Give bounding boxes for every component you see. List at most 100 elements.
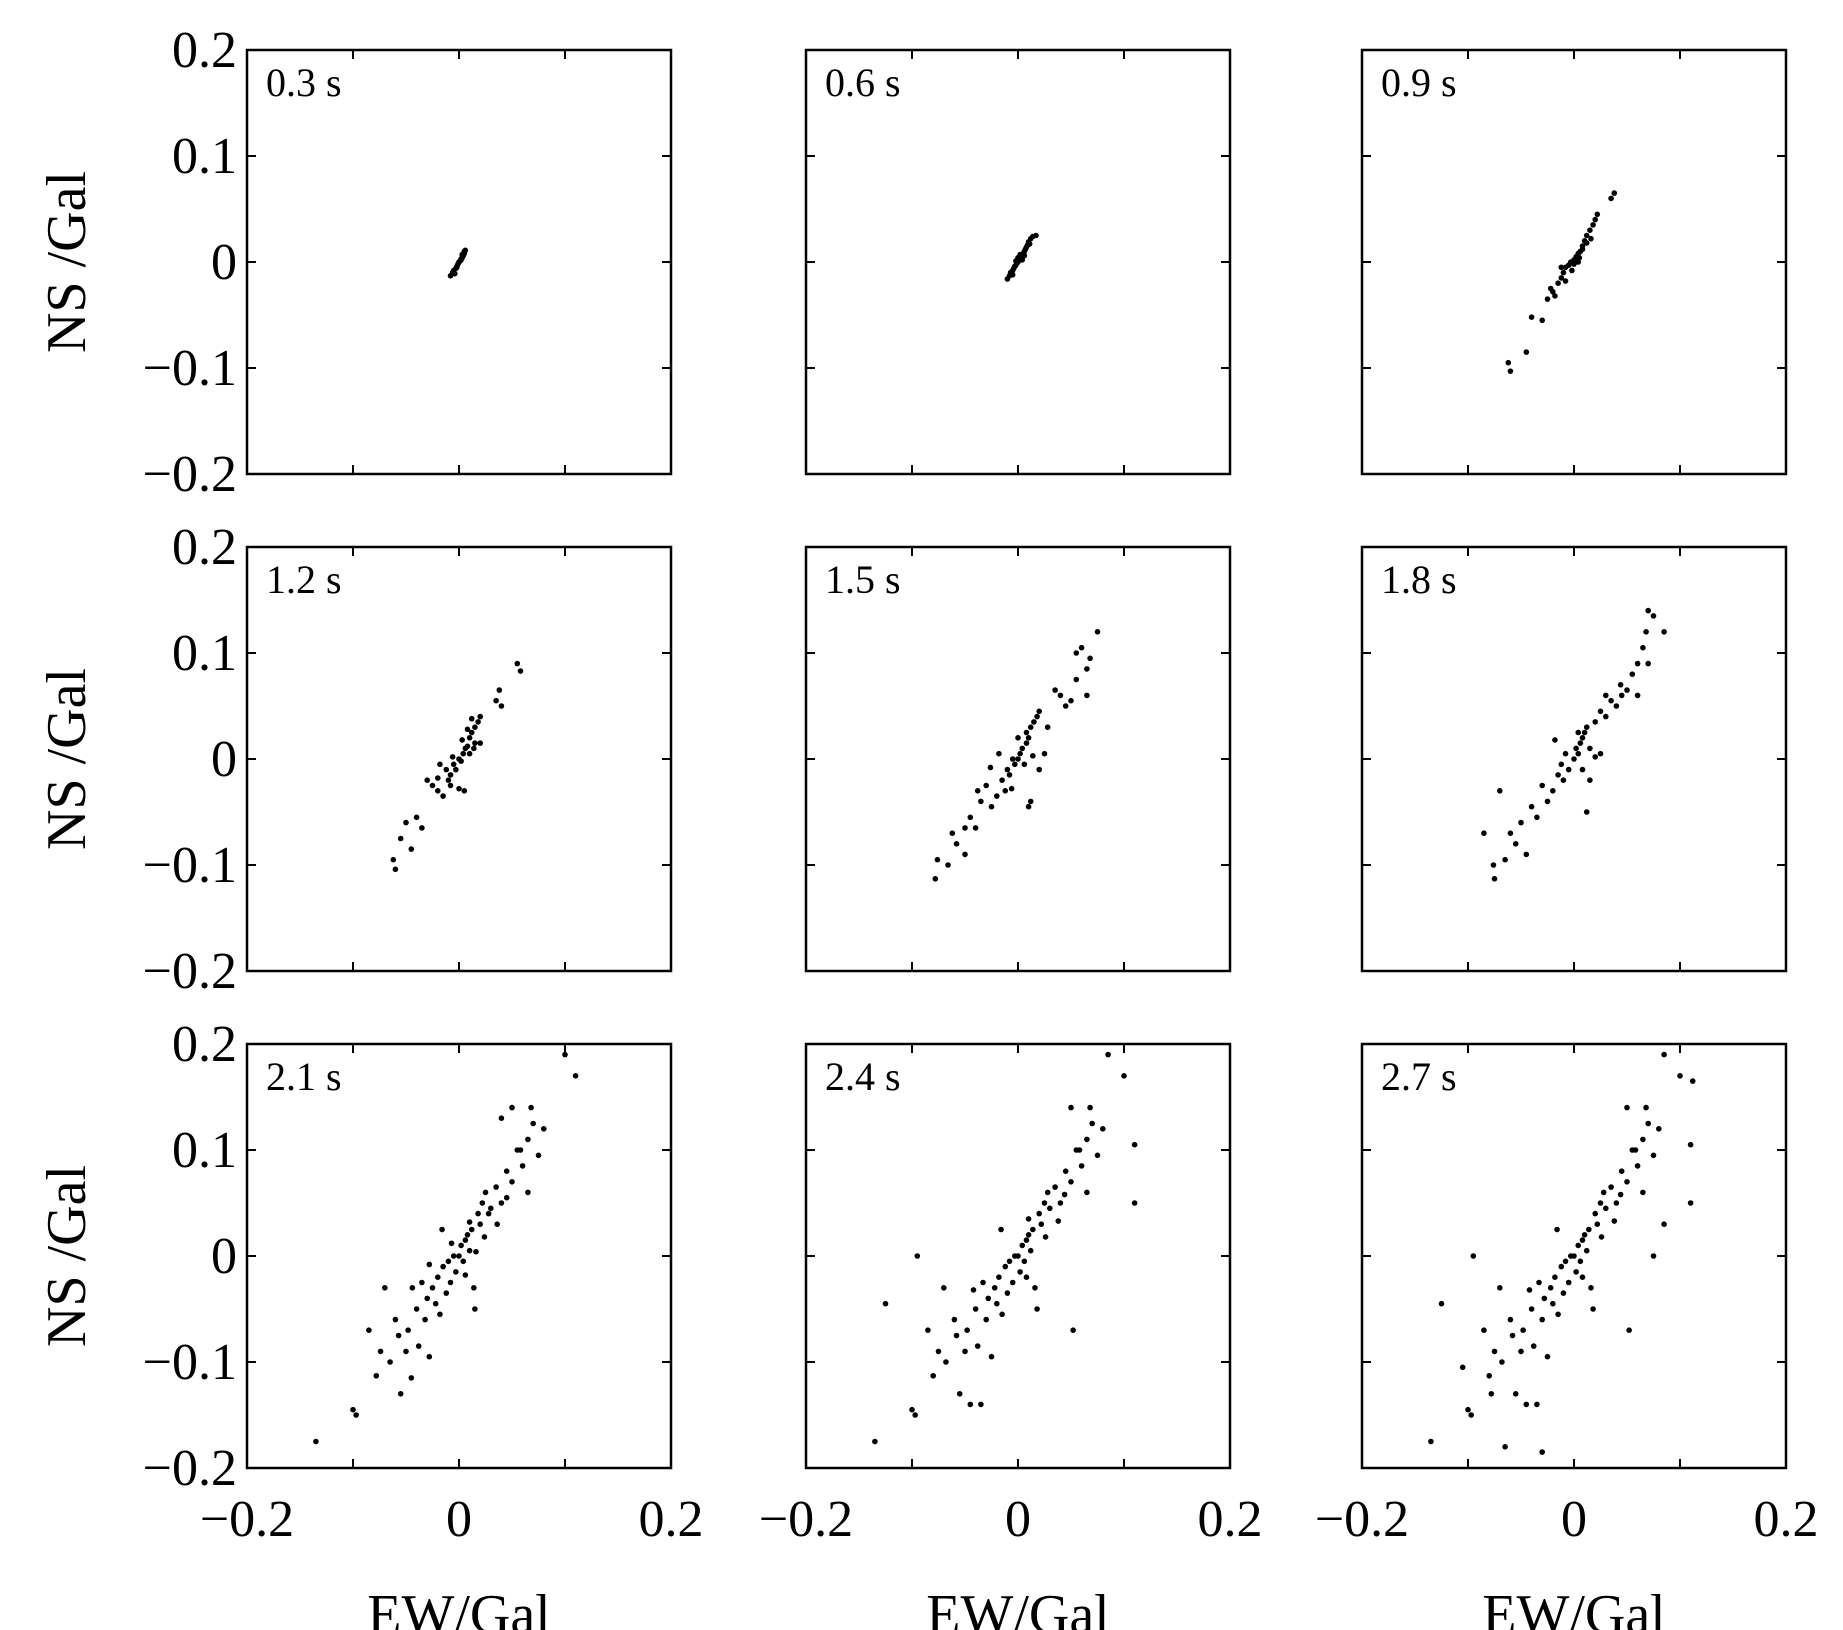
data-point [1047,1205,1053,1212]
y-tick-label: −0.2 [143,943,237,1000]
data-point [932,875,939,882]
data-point [466,1247,473,1254]
data-point [1528,803,1535,810]
data-point [493,1184,499,1190]
data-point [1650,613,1657,619]
data-point [1026,241,1033,247]
data-point [473,1248,479,1255]
data-point [914,1253,921,1259]
data-point [1592,216,1598,223]
data-point [1611,190,1618,196]
panel-time-label: 1.5 s [825,557,901,602]
scatter-points [1505,190,1618,374]
data-point [1021,252,1028,259]
data-point [1547,285,1554,292]
data-point [419,1279,425,1286]
scatter-points [932,629,1101,882]
data-point [1068,1104,1074,1111]
data-point [447,772,454,778]
data-point [458,758,464,764]
data-point [1571,1253,1577,1259]
data-point [1530,1343,1537,1349]
x-tick-label: 0 [446,1491,472,1548]
y-axis-title: NS /Gal [36,171,98,353]
data-point [1634,1163,1641,1169]
data-point [1025,1232,1032,1238]
data-point [409,1285,416,1291]
data-point [472,724,478,730]
data-point [458,257,464,263]
data-point [1608,1184,1614,1190]
data-point [1023,1274,1030,1280]
data-point [1019,745,1026,752]
data-point [1084,1136,1090,1143]
panel-9: −0.2 0 0.2 EW/Gal 2.7 s [1315,1042,1819,1630]
panel-time-label: 0.6 s [825,60,901,105]
x-tick-label: −0.2 [759,1491,853,1548]
panel-time-label: 1.2 s [266,557,342,602]
data-point [373,1372,380,1379]
data-point [1603,692,1609,699]
panel-time-label: 2.4 s [825,1054,901,1099]
data-point [475,719,481,725]
data-point [498,1115,505,1121]
data-point [1491,875,1498,882]
data-point [1491,1348,1498,1355]
data-point [517,1147,524,1153]
data-point [1023,740,1030,746]
data-point [1027,1247,1034,1254]
x-tick-label: −0.2 [1315,1491,1409,1548]
x-axis-title: EW/Gal [926,1584,1109,1630]
y-axis-title: NS /Gal [36,1165,98,1347]
data-point [1025,1216,1032,1222]
data-point [440,793,446,799]
data-point [996,750,1002,757]
data-point [397,1391,404,1397]
data-point [517,668,524,674]
data-point [1555,280,1561,287]
data-point [424,777,431,783]
data-point [1539,317,1545,324]
data-point [468,729,475,736]
data-point [392,866,399,873]
data-point [1643,629,1649,635]
data-point [1626,1327,1632,1333]
data-point [1645,660,1651,667]
x-tick-label: 0.2 [1754,1491,1819,1548]
data-point [514,660,521,667]
data-point [466,1219,473,1225]
data-point [930,1372,936,1379]
data-point [1597,750,1604,757]
data-point [1552,737,1558,743]
data-point [466,750,473,757]
data-point [496,687,503,693]
data-point [967,1401,974,1408]
data-point [1539,782,1545,789]
data-point [458,1242,464,1249]
data-point [994,1300,1000,1307]
data-point [459,251,465,258]
data-point [1677,1073,1683,1079]
data-point [934,856,941,863]
data-point [1588,1285,1594,1291]
data-point [1597,1200,1604,1206]
data-point [1541,1295,1548,1302]
data-point [445,1258,452,1265]
data-point [1030,1226,1036,1233]
data-point [1560,777,1567,783]
data-point [481,1234,488,1240]
data-point [1089,1120,1095,1127]
panel-grid: −0.2 −0.1 0 0.1 0.2 NS /Gal 0.3 s 0.6 s 0.9 s −0.… [36,22,1819,1630]
data-point [1015,735,1021,741]
scatter-points [447,247,469,279]
data-point [1015,756,1021,762]
data-point [397,835,404,842]
data-point [432,1300,439,1307]
data-point [1052,1184,1058,1190]
data-point [1552,1274,1558,1280]
data-point [1009,756,1016,762]
data-point [964,1327,970,1333]
y-tick-label: 0.2 [172,1016,237,1073]
data-point [1603,713,1609,720]
data-point [1518,819,1524,826]
